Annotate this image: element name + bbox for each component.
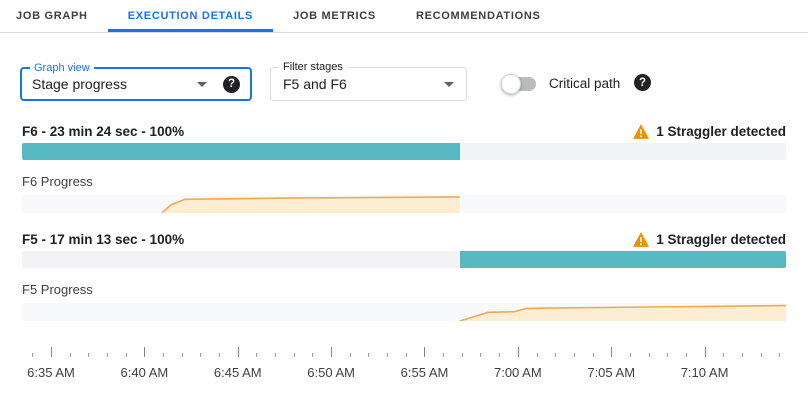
time-label: 7:05 AM bbox=[587, 365, 636, 380]
minor-tick bbox=[741, 353, 743, 357]
minor-tick bbox=[387, 353, 389, 357]
stage-f6-progress-chart bbox=[22, 195, 786, 213]
tab-bar: JOB GRAPH EXECUTION DETAILS JOB METRICS … bbox=[0, 0, 808, 33]
critical-path-toggle[interactable] bbox=[501, 74, 539, 94]
time-axis-labels: 6:35 AM 6:40 AM 6:45 AM 6:50 AM 6:55 AM 7:00 … bbox=[22, 365, 786, 381]
minor-tick bbox=[405, 353, 407, 357]
minor-tick bbox=[685, 353, 687, 357]
filter-stages-label: Filter stages bbox=[279, 60, 347, 74]
major-tick bbox=[424, 347, 426, 357]
minor-tick bbox=[592, 353, 594, 357]
stage-f5-progress-label: F5 Progress bbox=[22, 282, 93, 297]
graph-view-value: Stage progress bbox=[32, 76, 127, 92]
minor-tick bbox=[499, 353, 501, 357]
tab-recommendations[interactable]: RECOMMENDATIONS bbox=[415, 10, 541, 22]
stage-f6-progress-bar-fill bbox=[22, 143, 460, 160]
chevron-down-icon bbox=[444, 81, 454, 87]
straggler-text: 1 Straggler detected bbox=[656, 123, 786, 139]
minor-tick bbox=[779, 353, 781, 357]
stage-f6-straggler-badge[interactable]: 1 Straggler detected bbox=[633, 124, 786, 139]
warning-icon bbox=[633, 123, 650, 139]
minor-tick bbox=[256, 353, 258, 357]
minor-tick bbox=[312, 353, 314, 357]
stage-f6-progress-label: F6 Progress bbox=[22, 174, 93, 189]
major-tick bbox=[517, 347, 519, 357]
tab-execution-details[interactable]: EXECUTION DETAILS bbox=[108, 0, 273, 32]
stage-f5-title: F5 - 17 min 13 sec - 100% bbox=[22, 231, 185, 247]
filter-stages-value: F5 and F6 bbox=[283, 76, 347, 92]
minor-tick bbox=[125, 353, 127, 357]
critical-path-label: Critical path bbox=[549, 76, 621, 91]
major-tick bbox=[704, 347, 706, 357]
major-tick bbox=[331, 347, 333, 357]
minor-tick bbox=[667, 353, 669, 357]
minor-tick bbox=[69, 353, 71, 357]
minor-tick bbox=[349, 353, 351, 357]
major-tick bbox=[144, 347, 146, 357]
time-label: 7:10 AM bbox=[680, 365, 729, 380]
time-label: 6:50 AM bbox=[307, 365, 355, 380]
graph-view-label: Graph view bbox=[30, 61, 94, 75]
stage-progress-panel: F6 - 23 min 24 sec - 100% 1 Straggler de… bbox=[22, 0, 786, 405]
stage-f6-title-row: F6 - 23 min 24 sec - 100% 1 Straggler de… bbox=[22, 122, 786, 140]
major-tick bbox=[611, 347, 613, 357]
minor-tick bbox=[107, 353, 109, 357]
minor-tick bbox=[443, 353, 445, 357]
minor-tick bbox=[536, 353, 538, 357]
time-label: 7:00 AM bbox=[493, 365, 542, 380]
warning-icon bbox=[633, 231, 650, 247]
time-label: 6:45 AM bbox=[213, 365, 262, 380]
graph-view-select[interactable]: Graph view Stage progress ? bbox=[20, 61, 252, 101]
help-icon[interactable]: ? bbox=[634, 74, 651, 91]
time-label: 6:55 AM bbox=[400, 365, 449, 380]
major-tick bbox=[237, 347, 239, 357]
stage-f5-straggler-badge[interactable]: 1 Straggler detected bbox=[633, 232, 786, 247]
time-label: 6:35 AM bbox=[27, 365, 75, 380]
minor-tick bbox=[368, 353, 370, 357]
minor-tick bbox=[88, 353, 90, 357]
stage-f5-title-row: F5 - 17 min 13 sec - 100% 1 Straggler de… bbox=[22, 230, 786, 248]
time-label: 6:40 AM bbox=[120, 365, 169, 380]
minor-tick bbox=[461, 353, 463, 357]
minor-tick bbox=[480, 353, 482, 357]
minor-tick bbox=[293, 353, 295, 357]
minor-tick bbox=[648, 353, 650, 357]
filter-stages-select[interactable]: Filter stages F5 and F6 bbox=[270, 60, 467, 101]
minor-tick bbox=[200, 353, 202, 357]
minor-tick bbox=[181, 353, 183, 357]
minor-tick bbox=[723, 353, 725, 357]
minor-tick bbox=[163, 353, 165, 357]
stage-f6-title: F6 - 23 min 24 sec - 100% bbox=[22, 123, 185, 139]
tab-job-graph[interactable]: JOB GRAPH bbox=[16, 10, 88, 22]
stage-f6-progress-bar bbox=[22, 143, 786, 160]
minor-tick bbox=[32, 353, 34, 357]
minor-tick bbox=[573, 353, 575, 357]
stage-f5-progress-bar-fill bbox=[459, 251, 786, 268]
minor-tick bbox=[275, 353, 277, 357]
toggle-knob-icon bbox=[501, 74, 521, 94]
straggler-text: 1 Straggler detected bbox=[656, 231, 786, 247]
major-tick bbox=[51, 347, 53, 357]
minor-tick bbox=[629, 353, 631, 357]
stage-f5-progress-chart bbox=[22, 303, 786, 321]
minor-tick bbox=[760, 353, 762, 357]
help-icon[interactable]: ? bbox=[223, 75, 240, 93]
minor-tick bbox=[555, 353, 557, 357]
tab-job-metrics[interactable]: JOB METRICS bbox=[293, 10, 376, 22]
time-axis-ticks bbox=[22, 344, 786, 357]
chevron-down-icon bbox=[197, 81, 207, 87]
minor-tick bbox=[219, 353, 221, 357]
stage-f5-progress-bar bbox=[22, 251, 786, 268]
